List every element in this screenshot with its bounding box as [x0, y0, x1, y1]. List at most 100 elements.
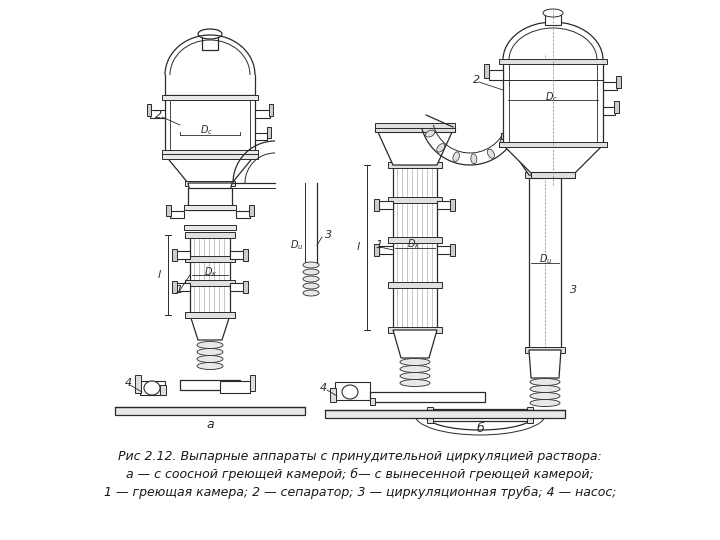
Bar — [267, 127, 271, 138]
Bar — [269, 104, 273, 116]
Ellipse shape — [530, 386, 560, 393]
Text: 1 — греющая камера; 2 — сепаратор; 3 — циркуляционная труба; 4 — насос;: 1 — греющая камера; 2 — сепаратор; 3 — ц… — [104, 486, 616, 499]
Bar — [330, 388, 336, 402]
Ellipse shape — [426, 130, 435, 137]
Bar — [379, 201, 393, 209]
Bar — [616, 76, 621, 88]
Polygon shape — [503, 145, 603, 175]
Bar — [243, 281, 248, 293]
Text: 1: 1 — [375, 240, 382, 250]
Bar — [370, 392, 485, 402]
Ellipse shape — [198, 29, 222, 39]
Bar — [484, 64, 489, 78]
Bar — [525, 172, 565, 178]
Text: $D_\kappa$: $D_\kappa$ — [407, 238, 420, 252]
Polygon shape — [503, 137, 587, 175]
Bar — [140, 381, 165, 395]
Ellipse shape — [500, 138, 509, 146]
Text: 3: 3 — [570, 285, 577, 295]
Bar — [388, 282, 442, 288]
Bar — [370, 398, 375, 405]
Bar — [185, 181, 235, 186]
Text: l: l — [158, 270, 161, 280]
Text: а: а — [206, 418, 214, 431]
Text: 1: 1 — [175, 285, 182, 295]
Ellipse shape — [303, 262, 319, 268]
Bar — [135, 375, 141, 393]
Bar — [388, 197, 442, 203]
Ellipse shape — [197, 341, 223, 348]
Bar — [249, 205, 254, 216]
Text: $D_u$: $D_u$ — [290, 238, 303, 252]
Polygon shape — [188, 183, 232, 200]
Bar — [375, 123, 455, 128]
Text: Рис 2.12. Выпарные аппараты с принудительной циркуляцией раствора:: Рис 2.12. Выпарные аппараты с принудител… — [118, 450, 602, 463]
Bar — [255, 133, 267, 140]
Bar — [531, 172, 575, 178]
Ellipse shape — [487, 149, 495, 158]
Bar — [172, 249, 177, 261]
Bar — [437, 246, 451, 254]
Bar — [375, 126, 455, 132]
Bar — [388, 237, 442, 243]
Ellipse shape — [303, 290, 319, 296]
Bar — [162, 154, 258, 159]
Ellipse shape — [400, 380, 430, 387]
Bar — [165, 95, 255, 155]
Ellipse shape — [471, 154, 477, 164]
Bar — [115, 407, 305, 415]
Bar — [545, 13, 561, 25]
Text: $D_c$: $D_c$ — [200, 123, 213, 137]
Ellipse shape — [144, 381, 160, 395]
Bar — [499, 142, 607, 147]
Bar — [503, 60, 603, 145]
Bar — [379, 246, 393, 254]
Bar — [429, 409, 531, 421]
Ellipse shape — [197, 348, 223, 355]
Bar — [190, 235, 230, 315]
Bar — [499, 142, 607, 147]
Bar — [335, 382, 370, 400]
Text: 2: 2 — [155, 110, 162, 120]
Text: 3: 3 — [325, 230, 332, 240]
Bar — [184, 205, 236, 210]
Ellipse shape — [530, 393, 560, 400]
Bar — [527, 407, 533, 423]
Bar — [188, 188, 232, 210]
Ellipse shape — [197, 355, 223, 362]
Bar — [150, 110, 165, 118]
Ellipse shape — [453, 152, 459, 161]
Bar — [393, 165, 437, 330]
Ellipse shape — [400, 366, 430, 373]
Bar — [374, 244, 379, 256]
Text: $D_\kappa$: $D_\kappa$ — [204, 265, 217, 279]
Text: l: l — [357, 242, 360, 253]
Bar — [437, 201, 451, 209]
Ellipse shape — [197, 362, 223, 369]
Bar — [525, 347, 565, 353]
Ellipse shape — [530, 379, 560, 386]
Bar — [176, 283, 190, 291]
Bar — [166, 205, 171, 216]
Ellipse shape — [342, 385, 358, 399]
Bar — [202, 30, 218, 50]
Polygon shape — [393, 330, 437, 358]
Bar — [614, 101, 619, 113]
Bar — [185, 312, 235, 318]
Text: б: б — [476, 422, 484, 435]
Bar — [185, 232, 235, 238]
Bar — [184, 225, 236, 230]
Bar — [603, 107, 615, 115]
Bar — [220, 381, 250, 393]
Polygon shape — [190, 315, 230, 340]
Bar — [185, 312, 235, 318]
Bar — [170, 211, 184, 218]
Bar — [427, 407, 433, 423]
Bar — [230, 251, 244, 259]
Bar — [501, 133, 589, 139]
Bar — [180, 380, 240, 390]
Bar — [147, 104, 151, 116]
Polygon shape — [165, 155, 255, 183]
Bar — [250, 375, 255, 391]
Ellipse shape — [400, 373, 430, 380]
